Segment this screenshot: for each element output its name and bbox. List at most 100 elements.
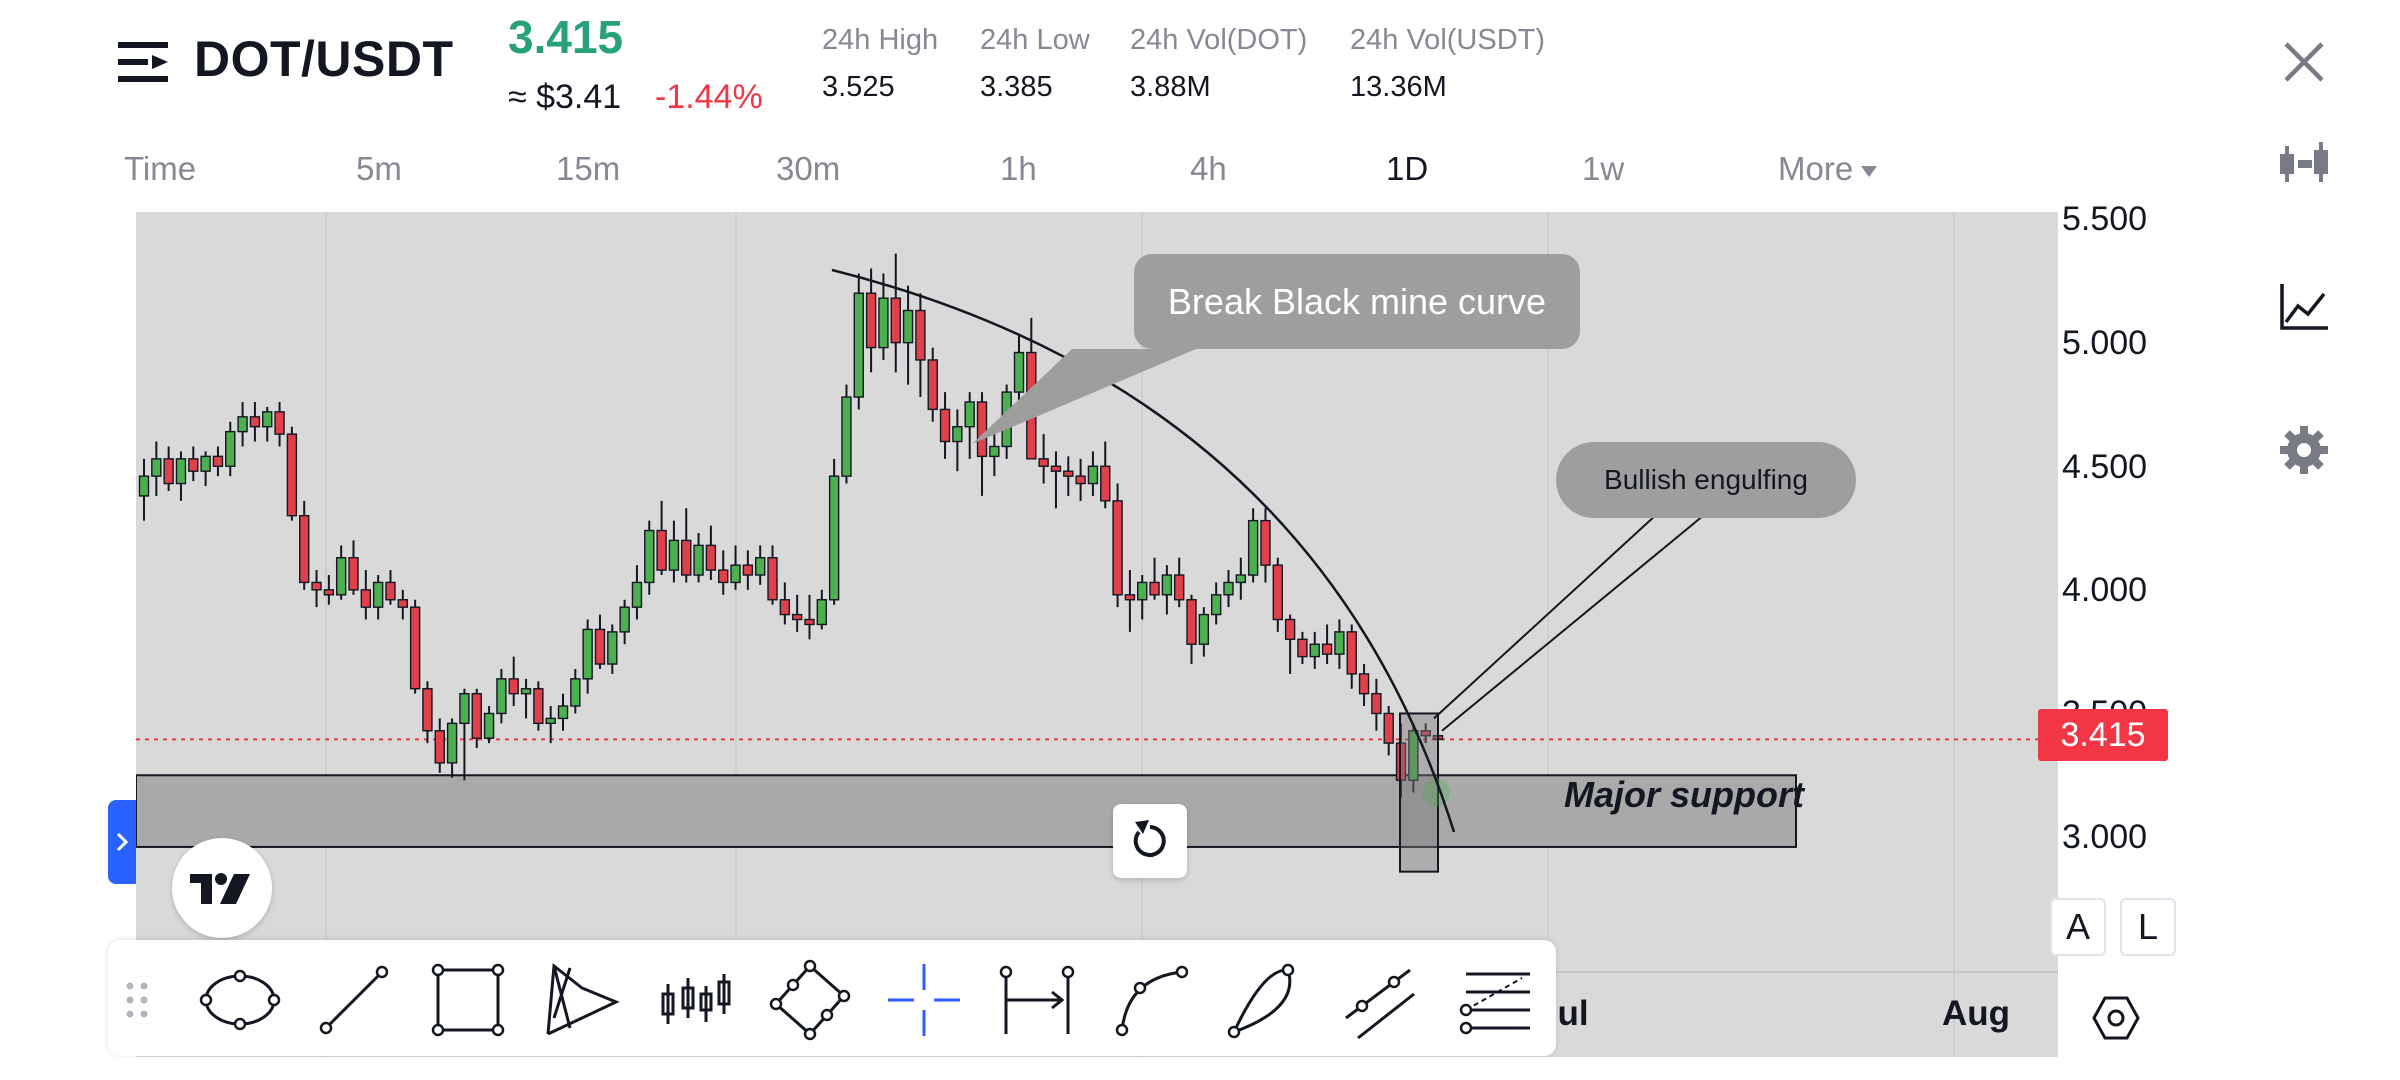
reset-chart-button[interactable] xyxy=(1113,804,1187,878)
rectangle-tool-icon[interactable] xyxy=(426,958,510,1042)
candle-up xyxy=(225,430,236,467)
candle-up xyxy=(1013,351,1025,393)
ray-tool-icon[interactable] xyxy=(1338,958,1422,1042)
timeframe-tabs: Time 5m 15m 30m 1h 4h 1D 1w More xyxy=(0,150,1960,200)
indicators-icon[interactable] xyxy=(2278,280,2330,332)
stat-label: 24h Vol(USDT) xyxy=(1350,24,1546,56)
stat-24h-vol-dot: 24h Vol(DOT) 3.88M xyxy=(1130,24,1307,104)
candle-down xyxy=(249,416,261,428)
candles-tool-icon[interactable] xyxy=(654,958,738,1042)
candle-up xyxy=(668,539,680,571)
tab-15m[interactable]: 15m xyxy=(556,150,621,187)
candle-up xyxy=(1223,581,1234,596)
candle-up xyxy=(644,529,655,584)
stat-24h-vol-usdt: 24h Vol(USDT) 13.36M xyxy=(1350,24,1545,104)
menu-icon[interactable] xyxy=(118,40,170,84)
ellipse-tool-icon[interactable] xyxy=(198,958,282,1042)
candle-up xyxy=(1235,574,1247,584)
tab-more[interactable]: More xyxy=(1778,150,1878,188)
tab-1h[interactable]: 1h xyxy=(1000,150,1037,187)
crosshair-tool-icon[interactable] xyxy=(882,958,966,1042)
tab-1d[interactable]: 1D xyxy=(1386,150,1429,187)
candle-down xyxy=(1321,643,1333,655)
stat-value: 3.385 xyxy=(980,71,1053,103)
tab-5m[interactable]: 5m xyxy=(356,150,402,187)
candle-down xyxy=(865,292,877,349)
candlestick-chart xyxy=(136,212,2194,1057)
candle-up xyxy=(693,544,704,576)
candle-up xyxy=(175,458,187,485)
candle-down xyxy=(434,730,445,764)
candle-up xyxy=(200,455,211,472)
expand-panel-handle[interactable] xyxy=(108,800,136,884)
candle-up xyxy=(151,458,162,477)
tab-more-label: More xyxy=(1778,150,1854,187)
candle-down xyxy=(385,581,396,601)
candle-down xyxy=(718,569,729,584)
drag-handle-icon[interactable] xyxy=(118,958,158,1042)
candle-down xyxy=(1260,519,1271,566)
candle-up xyxy=(853,292,864,398)
arc-tool-icon[interactable] xyxy=(1110,958,1194,1042)
major-support-label[interactable]: Major support xyxy=(1564,774,1804,815)
y-tick: 4.500 xyxy=(2062,448,2148,486)
tab-time[interactable]: Time xyxy=(124,150,197,187)
curve-tool-icon[interactable] xyxy=(1224,958,1308,1042)
chevron-right-icon xyxy=(116,832,129,852)
candle-down xyxy=(163,458,174,485)
candle-down xyxy=(1371,692,1382,715)
gear-icon[interactable] xyxy=(2278,424,2330,476)
auto-scale-button[interactable]: A xyxy=(2050,898,2106,956)
rotated-rectangle-tool-icon[interactable] xyxy=(768,958,852,1042)
candlestick-chart-icon[interactable] xyxy=(2278,138,2330,190)
candle-down xyxy=(779,599,791,616)
date-range-tool-icon[interactable] xyxy=(996,958,1080,1042)
chart-pane[interactable] xyxy=(136,212,2194,1057)
y-tick: 5.500 xyxy=(2062,200,2148,238)
tab-4h[interactable]: 4h xyxy=(1190,150,1227,187)
candle-down xyxy=(1346,631,1357,675)
candle-down xyxy=(397,599,408,608)
log-scale-button[interactable]: L xyxy=(2120,898,2176,956)
callout-break-curve[interactable]: Break Black mine curve xyxy=(1134,254,1580,349)
candle-up xyxy=(1247,519,1259,576)
drawing-toolbar xyxy=(108,940,1556,1056)
callout-bullish-engulfing[interactable]: Bullish engulfing xyxy=(1556,442,1856,518)
candle-down xyxy=(409,606,421,690)
candle-up xyxy=(557,705,569,720)
candle-down xyxy=(939,408,951,443)
trend-line-tool-icon[interactable] xyxy=(312,958,396,1042)
candle-up xyxy=(138,475,150,497)
candle-up xyxy=(459,692,470,725)
candle-down xyxy=(286,433,298,517)
candle-up xyxy=(1334,631,1345,655)
candle-up xyxy=(582,628,593,680)
pattern-tool-icon[interactable] xyxy=(540,958,624,1042)
fib-retracement-tool-icon[interactable] xyxy=(1452,958,1536,1042)
candle-down xyxy=(890,297,901,344)
candle-down xyxy=(1284,618,1296,640)
candle-down xyxy=(1383,712,1394,744)
pair-title[interactable]: DOT/USDT xyxy=(194,31,454,87)
candle-up xyxy=(1087,465,1099,485)
candle-up xyxy=(619,606,630,633)
stat-24h-low: 24h Low 3.385 xyxy=(980,24,1090,104)
x-tick: Aug xyxy=(1942,994,2011,1033)
close-icon[interactable] xyxy=(2282,40,2326,84)
candle-up xyxy=(841,396,852,477)
chart-settings-icon[interactable] xyxy=(2092,994,2140,1042)
candle-down xyxy=(212,455,224,467)
y-tick: 5.000 xyxy=(2062,324,2148,362)
candle-down xyxy=(742,564,754,576)
tab-30m[interactable]: 30m xyxy=(776,150,841,187)
tab-1w[interactable]: 1w xyxy=(1582,150,1625,187)
candle-up xyxy=(828,475,840,601)
candle-down xyxy=(656,529,667,571)
candle-up xyxy=(1198,613,1210,645)
candle-down xyxy=(1272,564,1283,621)
candle-up xyxy=(631,581,643,608)
candle-down xyxy=(422,688,433,732)
tradingview-logo[interactable] xyxy=(172,838,272,938)
candle-down xyxy=(311,581,322,591)
y-tick: 3.000 xyxy=(2062,818,2148,856)
